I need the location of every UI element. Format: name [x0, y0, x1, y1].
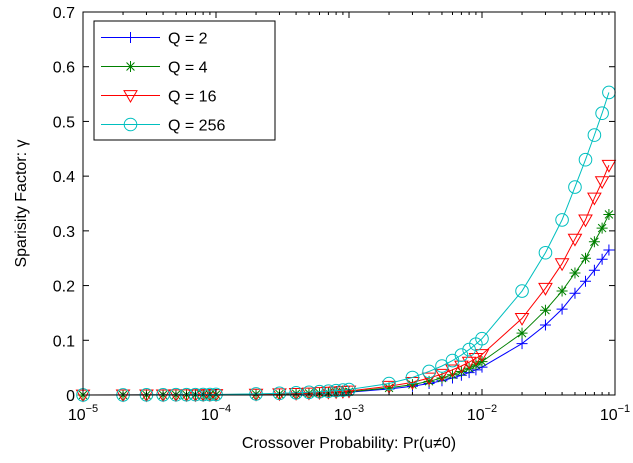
legend-box	[93, 20, 276, 141]
data-point-marker	[423, 375, 435, 387]
x-tick-label: 10−3	[334, 403, 364, 424]
data-point-marker	[382, 376, 396, 391]
data-point-marker	[568, 180, 582, 194]
data-point-marker	[434, 368, 450, 382]
data-point-marker	[539, 319, 551, 331]
x-tick-label: 10−2	[467, 403, 497, 424]
data-point-marker	[579, 275, 591, 287]
legend: Q = 2 Q = 4 Q = 16 Q = 256	[93, 20, 276, 141]
data-point-marker	[435, 359, 449, 373]
data-point-marker	[454, 348, 469, 362]
data-point-marker	[538, 245, 553, 260]
data-point-marker	[249, 387, 263, 401]
data-point-marker	[603, 208, 615, 220]
legend-marker	[125, 32, 136, 43]
data-point-marker	[436, 372, 448, 384]
data-point-marker	[301, 387, 317, 401]
y-tick-label: 0.7	[53, 5, 75, 22]
legend-marker	[125, 61, 136, 72]
legend-entry: Q = 2	[101, 31, 208, 48]
legend-label: Q = 4	[168, 60, 208, 77]
legend-marker	[123, 117, 138, 132]
data-point-marker	[406, 379, 418, 391]
data-point-marker	[588, 236, 600, 248]
legend-label: Q = 256	[168, 118, 225, 135]
data-point-marker	[516, 327, 528, 339]
data-point-marker	[567, 233, 583, 247]
data-point-marker	[601, 159, 617, 173]
data-point-marker	[556, 285, 568, 297]
data-point-marker	[179, 389, 194, 403]
data-point-marker	[445, 364, 460, 378]
data-point-marker	[578, 152, 593, 167]
data-point-marker	[272, 386, 287, 401]
data-point-marker	[468, 352, 484, 366]
y-tick-label: 0.2	[53, 279, 75, 296]
data-point-marker	[421, 372, 437, 386]
data-point-marker	[139, 389, 154, 403]
x-tick-label: 10−1	[600, 403, 630, 424]
data-point-marker	[603, 244, 615, 256]
data-point-marker	[594, 176, 610, 190]
y-tick-label: 0.4	[53, 169, 75, 186]
data-point-marker	[569, 287, 581, 299]
data-point-marker	[538, 282, 553, 296]
data-point-marker	[554, 258, 570, 272]
data-point-marker	[462, 342, 476, 357]
data-point-marker	[155, 389, 171, 403]
data-point-marker	[455, 365, 467, 377]
y-tick-label: 0.5	[53, 114, 75, 131]
data-point-marker	[475, 331, 489, 346]
legend-entry: Q = 16	[101, 89, 217, 106]
data-point-marker	[288, 387, 304, 401]
legend-label: Q = 16	[168, 89, 217, 106]
data-point-marker	[588, 264, 600, 276]
data-point-marker	[342, 382, 356, 397]
data-point-marker	[516, 338, 528, 350]
data-point-marker	[555, 213, 569, 227]
data-point-marker	[312, 384, 327, 399]
data-point-marker	[302, 385, 316, 400]
data-point-marker	[595, 106, 609, 121]
data-point-marker	[115, 389, 131, 403]
data-point-marker	[321, 386, 336, 400]
data-point-marker	[381, 380, 397, 394]
data-point-marker	[578, 214, 593, 228]
data-point-marker	[596, 253, 608, 265]
x-tick-label: 10−5	[68, 403, 98, 424]
data-point-marker	[569, 267, 581, 279]
data-point-marker	[579, 252, 591, 264]
data-point-marker	[341, 385, 357, 399]
data-point-marker	[446, 369, 458, 381]
data-point-marker	[474, 349, 490, 363]
legend-entry: Q = 256	[101, 118, 225, 135]
data-point-marker	[587, 128, 602, 142]
legend-entry: Q = 4	[101, 60, 208, 77]
ticks-layer: 10−5 10−4 10−3 10−2 10−1 0 0.1 0.2 0.3 0.4 0.5 0.6 0…	[53, 5, 630, 424]
y-tick-label: 0	[66, 388, 75, 405]
data-point-marker	[596, 222, 608, 234]
y-tick-label: 0.1	[53, 333, 75, 350]
data-point-marker	[188, 389, 203, 403]
data-point-marker	[321, 384, 336, 398]
data-point-marker	[383, 382, 395, 394]
data-point-marker	[587, 192, 602, 206]
data-point-marker	[405, 370, 420, 385]
y-axis-title: Sparisity Factor: γ	[13, 139, 30, 267]
data-point-marker	[556, 303, 568, 315]
x-tick-label: 10−4	[201, 403, 231, 424]
data-point-marker	[539, 304, 551, 316]
data-point-marker	[461, 356, 477, 370]
data-point-marker	[168, 389, 184, 403]
y-tick-label: 0.3	[53, 224, 75, 241]
y-tick-label: 0.6	[53, 60, 75, 77]
data-point-marker	[514, 313, 530, 326]
x-axis-title: Crossover Probability: Pr(u≠0)	[242, 435, 456, 452]
legend-label: Q = 2	[168, 31, 208, 48]
data-point-marker	[422, 364, 436, 379]
data-point-marker	[515, 284, 529, 298]
legend-marker	[123, 90, 138, 104]
